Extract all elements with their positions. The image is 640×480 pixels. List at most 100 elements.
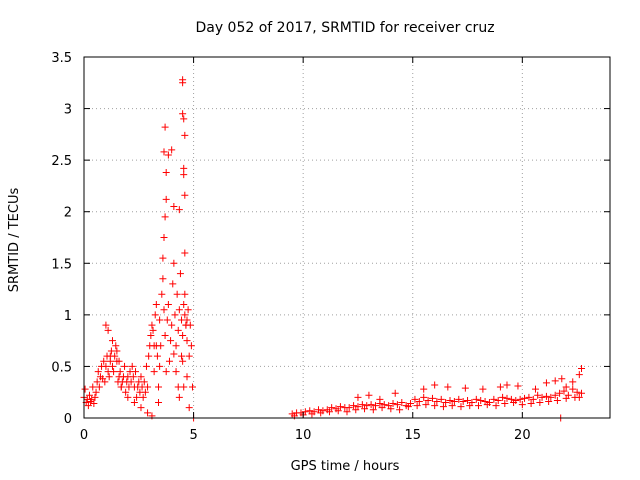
data-point <box>94 368 102 376</box>
y-tick-label: 3.5 <box>51 51 72 66</box>
data-point <box>159 275 167 283</box>
data-point <box>521 394 529 402</box>
data-point <box>367 401 375 409</box>
data-point <box>170 350 178 358</box>
data-point <box>553 396 561 404</box>
data-point <box>100 357 108 365</box>
data-point <box>393 401 401 409</box>
data-point <box>161 123 169 131</box>
y-tick-label: 1.5 <box>51 257 72 272</box>
data-point <box>117 383 125 391</box>
data-point <box>334 407 342 415</box>
data-point <box>525 393 533 401</box>
data-point <box>527 400 535 408</box>
data-point <box>183 337 191 345</box>
data-point <box>102 321 110 329</box>
data-point <box>129 373 137 381</box>
y-tick-label: 2.5 <box>51 154 72 169</box>
data-point <box>569 385 577 393</box>
data-point <box>457 403 465 411</box>
data-point <box>128 362 136 370</box>
data-point <box>461 384 469 392</box>
data-point <box>496 383 504 391</box>
data-point <box>490 395 498 403</box>
y-tick-label: 3 <box>64 103 72 118</box>
data-point <box>161 331 169 339</box>
data-point <box>180 301 188 309</box>
data-point <box>411 395 419 403</box>
data-point <box>343 408 351 416</box>
data-point <box>396 406 404 414</box>
data-point <box>398 399 406 407</box>
data-point <box>122 388 130 396</box>
data-point <box>162 368 170 376</box>
data-point <box>573 388 581 396</box>
data-point <box>81 385 89 393</box>
x-axis-label: GPS time / hours <box>291 459 400 474</box>
data-point <box>479 385 487 393</box>
data-point <box>185 404 193 412</box>
data-point <box>108 337 116 345</box>
data-point <box>160 148 168 156</box>
data-point <box>164 301 172 309</box>
data-point <box>95 383 103 391</box>
data-point <box>542 379 550 387</box>
data-point <box>516 395 524 403</box>
data-point <box>92 388 100 396</box>
data-point <box>183 316 191 324</box>
data-point <box>534 391 542 399</box>
data-point <box>145 352 153 360</box>
data-point <box>151 311 159 319</box>
data-point <box>448 402 456 410</box>
data-point <box>144 409 152 417</box>
data-point <box>175 393 183 401</box>
data-point <box>562 394 570 402</box>
data-point <box>164 151 172 159</box>
data-point <box>492 402 500 410</box>
data-point <box>173 290 181 298</box>
data-point <box>161 213 169 221</box>
data-point <box>155 383 163 391</box>
data-point <box>162 169 170 177</box>
data-point <box>391 389 399 397</box>
data-point <box>514 382 522 390</box>
data-point <box>153 352 161 360</box>
data-point <box>93 378 101 386</box>
data-point <box>510 399 518 407</box>
data-point <box>345 404 353 412</box>
data-point <box>389 400 397 408</box>
data-point <box>84 402 92 410</box>
data-point <box>415 397 423 405</box>
data-point <box>378 404 386 412</box>
data-point <box>542 392 550 400</box>
data-point <box>475 402 482 410</box>
data-point <box>371 402 379 410</box>
axis-ticks: 0 5 10 15 20 0 0.5 1 1.5 2 2.5 3 3.5 <box>51 51 610 443</box>
data-point <box>361 405 369 413</box>
data-point <box>578 364 586 372</box>
data-point <box>404 403 412 411</box>
data-point <box>464 396 472 404</box>
y-tick-label: 0.5 <box>51 360 72 375</box>
data-point <box>376 395 384 403</box>
data-point <box>179 357 187 365</box>
data-point <box>121 362 129 370</box>
data-point <box>536 399 544 407</box>
data-point <box>184 306 192 314</box>
data-point <box>455 395 463 403</box>
data-point <box>562 383 570 391</box>
data-point <box>139 393 147 401</box>
data-point <box>141 388 149 396</box>
data-point <box>317 409 325 417</box>
data-point <box>446 396 454 404</box>
data-point <box>181 290 189 298</box>
data-point <box>124 393 132 401</box>
data-point <box>354 393 362 401</box>
data-point <box>112 342 120 350</box>
data-point <box>503 394 511 402</box>
data-point <box>156 316 164 324</box>
data-point <box>106 352 114 360</box>
data-point <box>142 362 150 370</box>
